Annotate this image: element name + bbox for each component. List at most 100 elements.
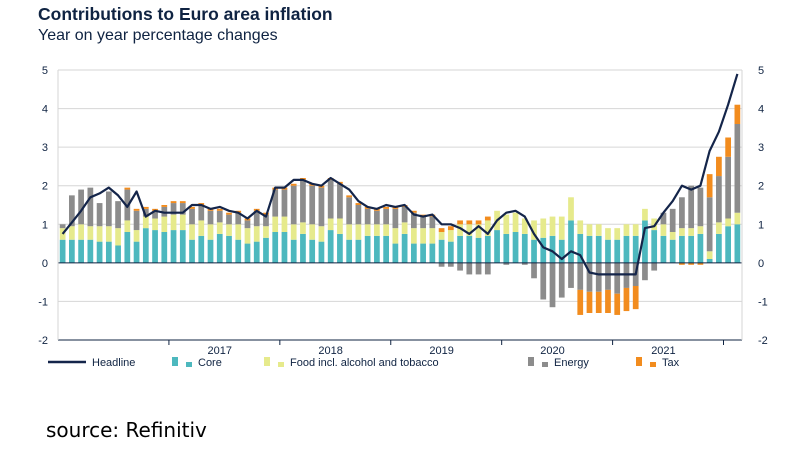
- bar-tax: [605, 289, 611, 313]
- bar-core: [512, 232, 519, 263]
- bar-energy: [281, 189, 288, 217]
- bar-energy: [706, 197, 713, 252]
- bar-energy: [226, 214, 232, 225]
- bar-food: [716, 222, 722, 234]
- bar-energy: [207, 210, 214, 225]
- bar-tax: [632, 286, 639, 310]
- y-tick-label-left: 3: [42, 142, 48, 154]
- headline-line: [61, 73, 739, 276]
- bar-energy: [364, 208, 371, 225]
- y-tick-label-right: 1: [758, 219, 764, 231]
- bar-core: [494, 230, 500, 263]
- legend-swatch: [264, 357, 270, 366]
- legend-swatch: [186, 362, 192, 367]
- tick-labels: 5 5 4 4 3 3 2 2 1 1 0 0 -1 -1 -2 -2 2017 2018 2019 2020 2021: [38, 65, 768, 357]
- bar-core: [96, 241, 103, 263]
- bar-tax: [466, 220, 473, 225]
- bar-tax: [170, 201, 177, 204]
- bar-core: [688, 235, 695, 263]
- legend-swatch: [172, 357, 178, 366]
- bar-food: [115, 228, 121, 246]
- y-tick-label-right: -2: [758, 335, 768, 347]
- chart-title: Contributions to Euro area inflation: [38, 4, 333, 24]
- headline-series: [61, 73, 739, 276]
- bar-food: [216, 222, 223, 234]
- bar-food: [179, 214, 186, 231]
- bar-core: [355, 239, 362, 263]
- bar-food: [457, 224, 463, 236]
- bar-food: [290, 224, 297, 240]
- bar-food: [614, 228, 621, 240]
- bar-food: [133, 230, 140, 242]
- bar-tax: [457, 220, 463, 225]
- bar-energy: [660, 212, 667, 225]
- bar-core: [68, 239, 75, 263]
- bar-energy: [688, 185, 695, 229]
- bar-energy: [272, 189, 279, 217]
- bar-tax: [475, 220, 482, 225]
- bar-core: [716, 233, 722, 263]
- x-tick-label: 2020: [540, 345, 564, 357]
- bar-food: [161, 216, 168, 232]
- bar-core: [78, 239, 84, 263]
- bar-energy: [484, 262, 491, 275]
- y-tick-label-left: -2: [38, 335, 48, 347]
- legend-label: Energy: [554, 357, 589, 369]
- bar-food: [688, 228, 695, 236]
- bar-core: [226, 235, 232, 263]
- bar-core: [595, 235, 602, 263]
- bar-food: [346, 224, 353, 240]
- bar-core: [401, 233, 408, 263]
- bar-food: [327, 218, 334, 231]
- bar-tax: [697, 262, 704, 265]
- bar-core: [734, 224, 741, 263]
- bar-food: [512, 212, 519, 232]
- bar-core: [263, 237, 269, 263]
- bar-tax: [716, 156, 722, 177]
- bar-core: [115, 245, 121, 263]
- bar-core: [558, 239, 565, 263]
- bar-food: [540, 218, 547, 238]
- legend-label: Core: [198, 357, 222, 369]
- bar-energy: [466, 262, 473, 275]
- bar-core: [59, 239, 66, 263]
- bar-core: [383, 235, 390, 263]
- axes: [57, 70, 743, 345]
- bar-core: [309, 239, 316, 263]
- bar-core: [410, 243, 417, 263]
- bar-energy: [725, 156, 732, 219]
- bar-core: [660, 235, 667, 263]
- bar-food: [78, 224, 84, 240]
- bar-core: [642, 220, 648, 263]
- bar-core: [420, 243, 426, 263]
- bar-tax: [447, 226, 454, 231]
- bar-core: [623, 235, 630, 263]
- bar-tax: [226, 212, 232, 215]
- bar-food: [438, 232, 445, 240]
- bar-food: [207, 224, 214, 240]
- bar-food: [87, 226, 94, 240]
- legend-label: Food incl. alcohol and tobacco: [290, 357, 439, 369]
- bar-core: [475, 237, 482, 263]
- bar-food: [189, 224, 195, 240]
- bar-energy: [59, 224, 66, 229]
- bar-food: [68, 226, 75, 240]
- bar-energy: [679, 197, 685, 229]
- bar-core: [337, 233, 343, 263]
- bar-tax: [679, 262, 685, 265]
- bar-core: [235, 239, 242, 263]
- bar-core: [142, 228, 149, 263]
- bar-food: [549, 216, 556, 236]
- bar-tax: [179, 201, 186, 204]
- bar-core: [272, 232, 279, 263]
- bar-core: [152, 230, 158, 263]
- bar-tax: [725, 137, 732, 157]
- bar-food: [660, 224, 667, 236]
- bar-core: [531, 239, 537, 263]
- bar-core: [614, 239, 621, 263]
- bar-energy: [531, 262, 537, 279]
- bar-core: [706, 259, 713, 263]
- bar-energy: [401, 206, 408, 223]
- bar-energy: [216, 210, 223, 223]
- bar-food: [503, 214, 510, 234]
